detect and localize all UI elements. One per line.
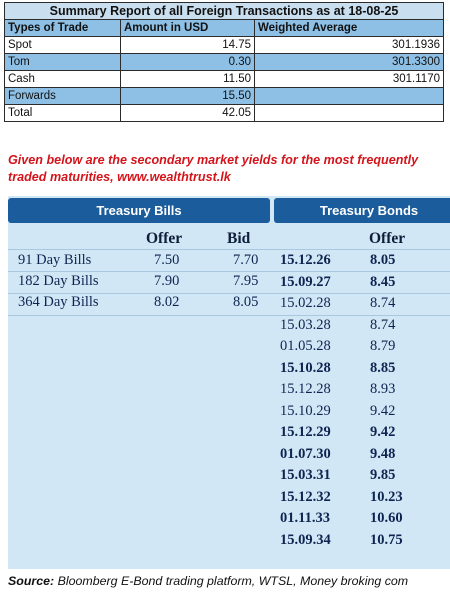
bond-row: 15.12.26 8.05 (280, 251, 450, 273)
bond-offer: 9.42 (370, 424, 396, 440)
bond-offer: 9.85 (370, 467, 396, 483)
bond-maturity: 15.03.28 (280, 316, 331, 333)
trade-amount: 14.75 (120, 36, 255, 54)
summary-title-row: Summary Report of all Foreign Transactio… (4, 2, 444, 20)
row-divider (8, 293, 450, 294)
bond-offer: 10.75 (370, 531, 403, 548)
header-type: Types of Trade (4, 19, 121, 37)
bills-offer-label: Offer (146, 230, 183, 247)
bill-offer: 7.50 (154, 252, 180, 268)
trade-average: 301.3300 (254, 53, 444, 71)
trade-amount: 42.05 (120, 104, 255, 122)
source-note: Source: Bloomberg E-Bond trading platfor… (8, 574, 450, 588)
row-divider (8, 271, 450, 272)
bond-maturity: 01.11.33 (280, 510, 330, 526)
bond-maturity: 15.03.31 (280, 467, 331, 483)
trade-amount: 11.50 (120, 70, 255, 88)
summary-row-tom: Tom 0.30 301.3300 (4, 53, 444, 71)
bill-bid: 8.05 (233, 294, 259, 310)
yields-panel: Treasury Bills Treasury Bonds Offer Bid … (8, 196, 450, 569)
bills-bid-label: Bid (227, 230, 251, 247)
bond-row: 01.07.30 9.48 (280, 445, 450, 467)
bond-maturity: 15.09.27 (280, 273, 331, 290)
summary-row-cash: Cash 11.50 301.1170 (4, 70, 444, 88)
bond-maturity: 01.07.30 (280, 445, 331, 462)
bond-maturity: 15.09.34 (280, 531, 331, 548)
bill-bid: 7.95 (233, 273, 259, 289)
summary-row-forwards: Forwards 15.50 (4, 87, 444, 105)
bond-maturity: 15.12.29 (280, 424, 331, 440)
heading-line-2: traded maturities, www.wealthtrust.lk (8, 170, 231, 184)
treasury-bonds-list: 15.12.26 8.05 15.09.27 8.45 15.02.28 8.74 1… (280, 251, 450, 552)
bill-offer: 8.02 (154, 294, 180, 310)
summary-header-row: Types of Trade Amount in USD Weighted Av… (4, 19, 444, 37)
bond-row: 15.02.28 8.74 (280, 294, 450, 316)
trade-average: 301.1936 (254, 36, 444, 54)
row-divider (8, 315, 450, 316)
bill-name: 91 Day Bills (18, 252, 92, 268)
summary-row-total: Total 42.05 (4, 104, 444, 122)
summary-row-spot: Spot 14.75 301.1936 (4, 36, 444, 54)
bond-offer: 8.74 (370, 316, 396, 333)
trade-type: Total (4, 104, 121, 122)
trade-type: Spot (4, 36, 121, 54)
header-amount: Amount in USD (120, 19, 255, 37)
bond-maturity: 15.12.32 (280, 488, 331, 505)
bond-offer: 8.85 (370, 359, 396, 376)
bond-row: 15.12.28 8.93 (280, 380, 450, 402)
trade-average: 301.1170 (254, 70, 444, 88)
bonds-offer-label: Offer (369, 230, 406, 247)
row-divider (8, 249, 450, 250)
bond-offer: 8.05 (370, 252, 396, 268)
yields-heading: Given below are the secondary market yie… (8, 152, 450, 186)
bond-maturity: 15.10.28 (280, 359, 331, 376)
bond-row: 15.09.27 8.45 (280, 273, 450, 295)
bill-offer: 7.90 (154, 273, 180, 289)
bond-offer: 8.45 (370, 273, 396, 290)
bill-name: 182 Day Bills (18, 273, 99, 289)
bill-name: 364 Day Bills (18, 294, 99, 310)
heading-line-1: Given below are the secondary market yie… (8, 153, 419, 167)
bond-row: 15.12.32 10.23 (280, 488, 450, 510)
bond-row: 15.10.29 9.42 (280, 402, 450, 424)
trade-amount: 15.50 (120, 87, 255, 105)
bond-offer: 8.79 (370, 338, 396, 354)
bond-maturity: 01.05.28 (280, 338, 331, 354)
trade-type: Cash (4, 70, 121, 88)
trade-type: Forwards (4, 87, 121, 105)
trade-average (254, 87, 444, 105)
bond-row: 01.11.33 10.60 (280, 509, 450, 531)
bond-offer: 8.74 (370, 295, 396, 311)
bond-maturity: 15.12.26 (280, 252, 331, 268)
treasury-bills-list: 91 Day Bills 7.50 7.70 182 Day Bills 7.9… (16, 251, 278, 314)
bond-maturity: 15.12.28 (280, 381, 331, 397)
bond-maturity: 15.10.29 (280, 402, 331, 419)
bill-row: 182 Day Bills 7.90 7.95 (16, 272, 278, 293)
bill-row: 91 Day Bills 7.50 7.70 (16, 251, 278, 272)
summary-title: Summary Report of all Foreign Transactio… (4, 2, 444, 20)
bill-bid: 7.70 (233, 252, 259, 268)
treasury-bills-header: Treasury Bills (8, 198, 270, 223)
bond-offer: 10.23 (370, 488, 403, 505)
bond-offer: 9.42 (370, 402, 396, 419)
trade-average (254, 104, 444, 122)
bond-offer: 8.93 (370, 381, 396, 397)
bond-row: 01.05.28 8.79 (280, 337, 450, 359)
bond-row: 15.03.31 9.85 (280, 466, 450, 488)
bond-row: 15.03.28 8.74 (280, 316, 450, 338)
source-label: Source: (8, 574, 55, 588)
bond-offer: 10.60 (370, 510, 403, 526)
fx-summary-table: Summary Report of all Foreign Transactio… (4, 2, 444, 122)
bond-maturity: 15.02.28 (280, 295, 331, 311)
trade-type: Tom (4, 53, 121, 71)
bond-row: 15.09.34 10.75 (280, 531, 450, 553)
bill-row: 364 Day Bills 8.02 8.05 (16, 293, 278, 314)
bond-offer: 9.48 (370, 445, 396, 462)
trade-amount: 0.30 (120, 53, 255, 71)
source-text: Bloomberg E-Bond trading platform, WTSL,… (54, 574, 409, 588)
header-average: Weighted Average (254, 19, 444, 37)
bond-row: 15.12.29 9.42 (280, 423, 450, 445)
bond-row: 15.10.28 8.85 (280, 359, 450, 381)
treasury-bonds-header: Treasury Bonds (274, 198, 450, 223)
